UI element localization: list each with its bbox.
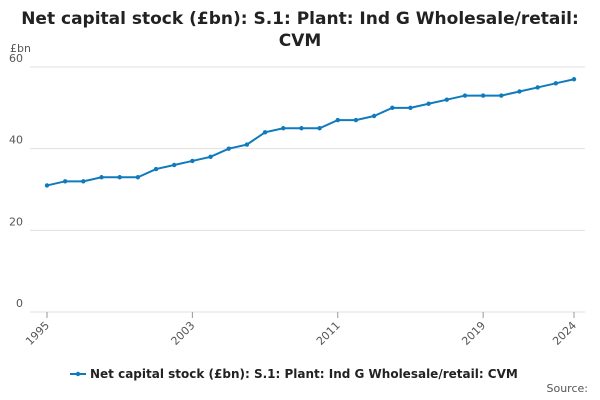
data-point bbox=[317, 126, 322, 131]
legend-marker bbox=[75, 371, 81, 377]
x-tick-label: 2024 bbox=[550, 319, 579, 348]
data-point bbox=[226, 146, 231, 151]
data-point bbox=[335, 117, 340, 123]
data-point bbox=[208, 154, 213, 160]
data-point bbox=[44, 183, 50, 188]
y-tick-label: 40 bbox=[9, 134, 23, 147]
data-point bbox=[153, 166, 159, 172]
data-point bbox=[462, 93, 468, 98]
data-point bbox=[480, 93, 486, 98]
data-point bbox=[426, 101, 431, 106]
data-point bbox=[353, 117, 359, 123]
data-point bbox=[571, 77, 577, 82]
data-point bbox=[81, 179, 86, 184]
data-point bbox=[517, 89, 522, 94]
chart-title: Net capital stock (£bn): S.1: Plant: Ind… bbox=[21, 9, 579, 51]
data-point bbox=[190, 158, 195, 164]
y-axis-label: £bn bbox=[10, 42, 31, 55]
data-point bbox=[62, 179, 68, 184]
data-point bbox=[281, 126, 286, 131]
x-tick-label: 1995 bbox=[23, 319, 52, 348]
series-line bbox=[46, 78, 575, 187]
x-tick-label: 2003 bbox=[169, 319, 198, 348]
data-point bbox=[553, 81, 559, 86]
data-point bbox=[262, 130, 268, 135]
y-tick-label: 20 bbox=[9, 215, 23, 228]
data-point bbox=[244, 142, 250, 147]
data-point bbox=[444, 97, 449, 102]
x-tick-label: 2019 bbox=[459, 319, 488, 348]
data-point bbox=[408, 105, 413, 111]
x-tick-label: 2011 bbox=[314, 319, 343, 348]
y-tick-label: 0 bbox=[16, 297, 23, 310]
data-point bbox=[117, 175, 122, 180]
data-point bbox=[135, 175, 141, 180]
data-point bbox=[299, 126, 304, 131]
data-point bbox=[172, 162, 177, 168]
data-point bbox=[535, 85, 540, 90]
data-point bbox=[499, 93, 504, 98]
data-point bbox=[99, 175, 104, 180]
legend-label: Net capital stock (£bn): S.1: Plant: Ind… bbox=[90, 367, 518, 381]
y-tick-label: 60 bbox=[9, 52, 23, 65]
data-point bbox=[390, 105, 395, 111]
source: Source: bbox=[547, 382, 589, 395]
data-point bbox=[371, 113, 377, 119]
